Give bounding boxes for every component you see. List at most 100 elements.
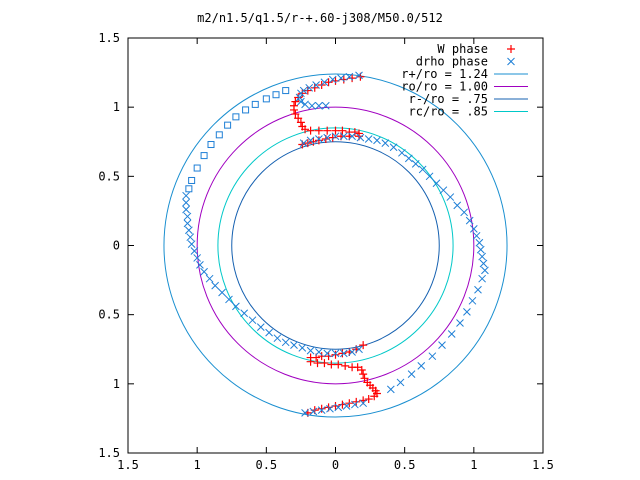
data-point: [303, 86, 312, 95]
data-point: [320, 78, 329, 87]
data-point: [418, 165, 427, 174]
data-point: [265, 328, 273, 337]
data-point: [310, 83, 319, 92]
data-point: [328, 133, 337, 142]
data-point: [295, 93, 304, 102]
data-point: [182, 205, 190, 214]
data-point: [294, 93, 303, 102]
data-point: [389, 143, 398, 152]
data-point: [432, 179, 441, 188]
data-point: [314, 136, 323, 145]
data-point: [472, 231, 481, 240]
data-point: [321, 101, 330, 110]
data-point: [315, 135, 323, 143]
data-point: [306, 136, 315, 145]
data-point: [291, 110, 300, 119]
legend-label: r+/ro = 1.24: [401, 67, 488, 81]
data-point: [475, 238, 484, 247]
y-tick-label: 1: [113, 100, 120, 114]
data-point: [291, 97, 300, 106]
data-point: [299, 139, 308, 147]
data-point: [331, 132, 340, 141]
data-point: [465, 216, 474, 225]
legend-swatch: [507, 57, 515, 66]
y-tick-label: 1.5: [98, 446, 120, 460]
series-drho-phase-sparse-: [185, 87, 290, 193]
data-point: [474, 285, 482, 294]
x-tick-label: 1.5: [532, 458, 554, 472]
data-point: [242, 106, 250, 114]
data-point: [341, 361, 350, 370]
data-point: [211, 281, 220, 290]
circle-r-ro: [163, 73, 508, 418]
data-point: [262, 95, 270, 103]
data-point: [338, 126, 347, 135]
data-point: [355, 71, 363, 80]
data-point: [317, 406, 326, 414]
data-point: [215, 131, 223, 139]
x-tick-label: 0.5: [394, 458, 416, 472]
data-point: [281, 338, 290, 347]
data-point: [305, 83, 314, 92]
data-point: [317, 404, 326, 413]
data-point: [301, 125, 310, 134]
data-point: [326, 404, 334, 413]
data-point: [306, 126, 315, 135]
legend-label: rc/ro = .85: [409, 105, 488, 119]
data-point: [478, 274, 486, 283]
data-point: [339, 132, 348, 141]
y-tick-label: 1.5: [98, 31, 120, 45]
data-point: [348, 74, 357, 83]
data-point: [357, 366, 366, 374]
data-point: [381, 139, 390, 147]
data-point: [323, 349, 332, 358]
reference-circles: [163, 73, 508, 418]
data-point: [224, 121, 232, 129]
data-point: [386, 385, 395, 394]
data-points: [182, 71, 489, 417]
data-point: [348, 348, 356, 356]
data-point: [183, 219, 192, 228]
data-point: [207, 141, 215, 149]
data-point: [453, 201, 462, 210]
data-point: [342, 402, 351, 410]
data-point: [182, 191, 190, 200]
data-point: [398, 148, 406, 157]
data-point: [331, 126, 340, 135]
data-point: [350, 128, 359, 137]
data-point: [334, 403, 343, 412]
data-point: [190, 247, 199, 255]
x-tick-label: 1.5: [117, 458, 139, 472]
data-point: [355, 345, 363, 354]
data-point: [407, 370, 416, 379]
data-point: [188, 176, 196, 184]
data-point: [359, 399, 368, 408]
data-point: [417, 361, 426, 370]
data-point: [337, 74, 345, 82]
data-point: [306, 357, 315, 366]
data-point: [324, 352, 333, 361]
data-point: [468, 296, 477, 305]
data-point: [297, 89, 305, 98]
data-point: [273, 334, 282, 343]
legend-label: r-/ro = .75: [409, 92, 488, 106]
data-point: [331, 350, 340, 359]
data-point: [360, 374, 369, 383]
data-point: [328, 75, 337, 84]
data-point: [324, 78, 333, 87]
data-point: [301, 100, 309, 109]
series-drho-phase: [182, 71, 489, 417]
data-point: [331, 349, 340, 358]
y-tick-label: 1: [113, 377, 120, 391]
data-point: [186, 233, 195, 242]
data-point: [348, 132, 356, 141]
data-point: [338, 349, 347, 358]
data-point: [298, 89, 307, 98]
data-point: [411, 160, 420, 168]
data-point: [200, 267, 208, 276]
data-point: [309, 407, 318, 416]
data-point: [460, 208, 469, 217]
data-point: [438, 341, 446, 349]
data-point: [456, 319, 464, 327]
data-point: [296, 118, 305, 127]
